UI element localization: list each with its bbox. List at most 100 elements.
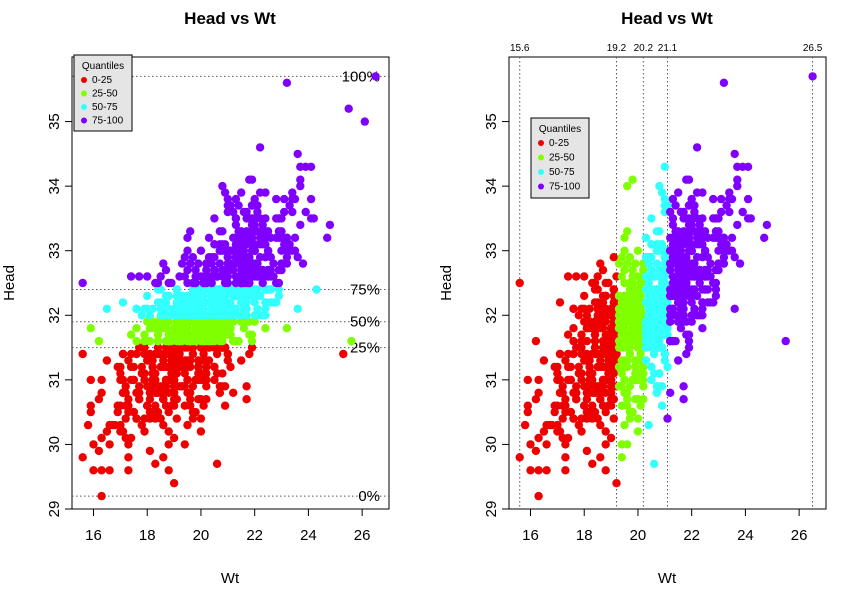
- data-point-75-100: [671, 201, 680, 210]
- data-point-0-25: [245, 349, 254, 359]
- data-point-0-25: [83, 420, 93, 430]
- data-point-0-25: [585, 388, 594, 397]
- data-point-50-75: [186, 291, 195, 301]
- data-point-0-25: [242, 382, 251, 391]
- data-point-0-25: [186, 388, 195, 397]
- data-point-25-50: [633, 369, 643, 378]
- data-point-75-100: [194, 259, 203, 268]
- data-point-0-25: [582, 446, 592, 456]
- data-point-0-25: [612, 479, 621, 488]
- data-point-75-100: [156, 272, 165, 281]
- data-point-50-75: [231, 304, 241, 313]
- data-point-75-100: [277, 265, 286, 275]
- data-point-75-100: [663, 414, 672, 423]
- quantile-label: 100%: [342, 68, 380, 85]
- data-point-75-100: [666, 388, 675, 397]
- data-point-75-100: [258, 227, 267, 236]
- data-point-50-75: [649, 311, 659, 320]
- data-point-0-25: [558, 388, 567, 397]
- data-point-25-50: [639, 375, 648, 385]
- data-point-75-100: [719, 246, 729, 255]
- data-point-0-25: [86, 375, 96, 385]
- data-point-25-50: [623, 440, 632, 449]
- data-point-75-100: [714, 265, 723, 275]
- data-point-75-100: [666, 285, 675, 294]
- data-point-75-100: [695, 227, 704, 236]
- data-point-50-75: [660, 324, 669, 333]
- data-point-0-25: [606, 369, 616, 378]
- data-point-0-25: [574, 311, 583, 320]
- data-point-0-25: [159, 453, 168, 462]
- data-point-25-50: [620, 233, 629, 242]
- data-point-25-50: [202, 324, 211, 333]
- data-point-75-100: [698, 304, 707, 313]
- x-tick-label: 22: [683, 527, 700, 544]
- data-point-0-25: [159, 388, 168, 397]
- data-point-0-25: [169, 388, 179, 397]
- legend-swatch: [81, 117, 87, 124]
- data-point-0-25: [89, 466, 98, 475]
- data-point-0-25: [572, 382, 581, 391]
- data-point-75-100: [186, 227, 195, 236]
- data-point-0-25: [135, 343, 144, 352]
- data-point-50-75: [199, 304, 208, 313]
- data-point-0-25: [561, 440, 570, 449]
- data-point-75-100: [202, 278, 211, 288]
- data-point-0-25: [202, 382, 211, 391]
- data-point-25-50: [212, 317, 222, 326]
- chart-panel-right: Head vs Wt Wt Head 16 18 20 22 24 26 29 30 31 32 3…: [438, 9, 827, 587]
- data-point-0-25: [590, 330, 600, 339]
- data-point-75-100: [719, 78, 729, 88]
- data-point-0-25: [561, 395, 570, 404]
- data-point-0-25: [180, 440, 189, 449]
- data-point-50-75: [644, 420, 653, 430]
- data-point-0-25: [247, 343, 257, 352]
- data-point-0-25: [97, 375, 106, 385]
- data-point-50-75: [196, 311, 206, 320]
- data-point-25-50: [210, 330, 219, 339]
- data-point-50-75: [657, 240, 667, 249]
- data-point-75-100: [674, 227, 683, 236]
- data-point-0-25: [566, 375, 575, 385]
- data-point-75-100: [258, 278, 267, 288]
- data-point-25-50: [628, 272, 637, 281]
- data-point-50-75: [293, 304, 302, 313]
- data-point-0-25: [590, 343, 600, 352]
- data-point-75-100: [183, 265, 192, 275]
- data-point-50-75: [660, 194, 669, 204]
- data-point-50-75: [660, 253, 669, 262]
- legend: Quantiles 0-25 25-50 50-75 75-100: [530, 117, 590, 199]
- x-axis-label: Wt: [658, 570, 677, 587]
- data-point-25-50: [218, 336, 227, 346]
- quantile-label: 25%: [350, 340, 380, 357]
- data-point-25-50: [620, 298, 629, 307]
- data-point-0-25: [572, 272, 581, 281]
- data-point-0-25: [553, 401, 562, 410]
- data-point-75-100: [223, 272, 232, 281]
- data-point-25-50: [614, 259, 624, 268]
- data-point-0-25: [588, 459, 597, 468]
- data-point-75-100: [215, 246, 224, 255]
- data-point-75-100: [229, 259, 238, 268]
- data-point-0-25: [563, 330, 573, 339]
- data-point-75-100: [695, 220, 704, 230]
- legend-swatch: [538, 183, 544, 190]
- data-point-0-25: [574, 369, 583, 378]
- data-point-0-25: [580, 317, 589, 326]
- data-point-75-100: [280, 194, 289, 204]
- data-point-50-75: [247, 285, 257, 294]
- data-point-0-25: [577, 427, 586, 436]
- data-point-50-75: [253, 304, 262, 313]
- data-point-75-100: [666, 233, 675, 242]
- data-point-0-25: [593, 272, 602, 281]
- data-point-75-100: [692, 240, 702, 249]
- data-point-50-75: [641, 343, 651, 352]
- data-point-25-50: [143, 317, 152, 326]
- data-point-0-25: [143, 401, 152, 410]
- data-point-0-25: [132, 349, 141, 359]
- data-point-75-100: [743, 162, 753, 171]
- data-point-0-25: [590, 278, 600, 288]
- data-point-50-75: [215, 298, 224, 307]
- data-point-75-100: [668, 220, 678, 230]
- data-point-50-75: [169, 304, 179, 313]
